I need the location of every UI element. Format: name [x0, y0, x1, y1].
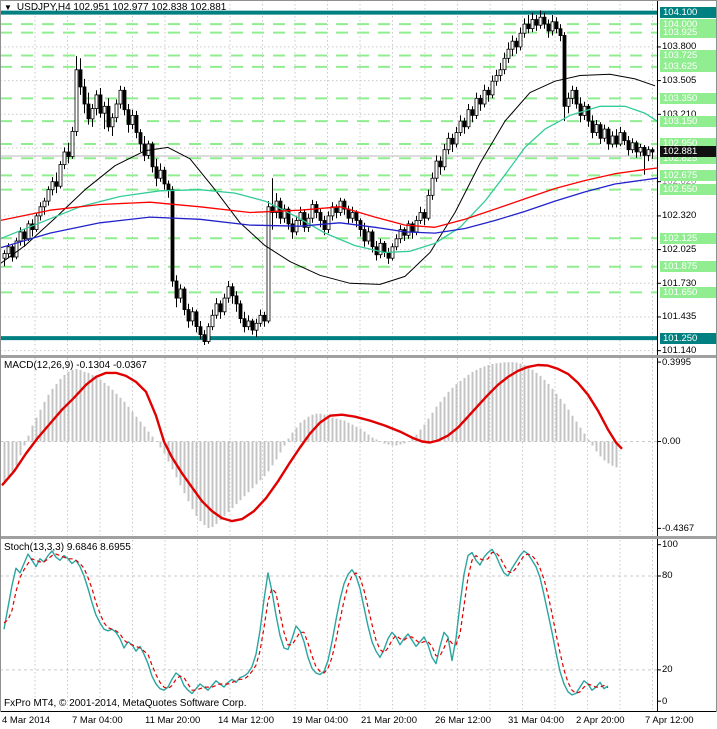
price-label: 102.025	[662, 244, 697, 256]
price-axis: 103.800 103.505 103.210 102.320 102.025 101.7…	[659, 0, 717, 711]
time-label: 7 Apr 12:00	[645, 715, 694, 726]
price-label: 101.140	[662, 345, 697, 357]
time-label: 11 Mar 20:00	[145, 715, 201, 726]
time-axis: 4 Mar 2014 7 Mar 04:00 11 Mar 20:00 14 Mar …	[0, 712, 717, 729]
ma-green	[0, 105, 658, 254]
price-label: 103.800	[662, 41, 697, 53]
macd-histogram	[3, 362, 618, 528]
level-price-badge: 104.000	[660, 18, 716, 30]
key-level-price-badge: 101.250	[660, 332, 716, 344]
level-price-badge: 101.875	[660, 261, 716, 273]
time-label: 26 Mar 12:00	[435, 715, 491, 726]
level-price-badge: 101.650	[660, 286, 716, 298]
level-price-badge: 103.625	[660, 61, 716, 73]
ma-red	[0, 167, 658, 228]
stoch-k-line	[3, 548, 609, 696]
level-price-badge: 102.950	[660, 138, 716, 150]
price-label: 103.210	[662, 108, 697, 120]
time-label: 4 Mar 2014	[2, 715, 51, 726]
chart-title-bar: ▼ USDJPY,H4 102.951 102.977 102.838 102.…	[4, 2, 226, 13]
level-price-badge: 103.725	[660, 49, 716, 61]
stoch-d-line	[3, 551, 609, 695]
stoch-axis-label: 0	[662, 695, 668, 707]
level-price-badge: 102.675	[660, 169, 716, 181]
grid-vertical-lines	[34, 0, 653, 709]
price-label: 101.435	[662, 311, 697, 323]
current-price-badge: 102.881	[660, 146, 716, 158]
copyright-text: FxPro MT4, © 2001-2014, MetaQuotes Softw…	[4, 698, 247, 709]
macd-axis-label: 0.00	[662, 436, 681, 448]
time-label: 19 Mar 04:00	[292, 715, 348, 726]
time-label: 14 Mar 12:00	[218, 715, 274, 726]
ma-blue	[0, 177, 658, 249]
price-label: 103.505	[662, 75, 697, 87]
level-price-badge: 103.150	[660, 115, 716, 127]
stoch-indicator-label: Stoch(13,3,3) 9.6846 8.6955	[4, 542, 131, 553]
price-label: 101.730	[662, 277, 697, 289]
level-price-badge: 102.825	[660, 152, 716, 164]
key-level-price-badge: 104.100	[660, 7, 716, 19]
grid-horizontal-lines	[0, 46, 657, 352]
level-price-badge: 103.925	[660, 27, 716, 39]
level-price-badge: 102.550	[660, 184, 716, 196]
time-label: 21 Mar 20:00	[361, 715, 417, 726]
level-price-badge: 102.125	[660, 232, 716, 244]
time-label: 7 Mar 04:00	[72, 715, 123, 726]
ma-slow-black	[0, 73, 656, 285]
time-label: 31 Mar 04:00	[508, 715, 564, 726]
macd-axis-label: 0.3995	[662, 356, 692, 368]
stoch-axis-label: 80	[662, 570, 673, 582]
chart-dropdown-icon[interactable]: ▼	[4, 2, 12, 12]
macd-signal-line	[1, 363, 623, 523]
macd-axis-label: -0.4367	[662, 522, 695, 534]
support-resistance-lines[interactable]	[0, 23, 657, 294]
level-price-badge: 103.350	[660, 92, 716, 104]
chart-title: USDJPY,H4 102.951 102.977 102.838 102.88…	[16, 2, 227, 13]
stoch-axis-label: 20	[662, 664, 673, 676]
key-level-lines[interactable]	[0, 10, 657, 341]
price-label-grey: 102.620	[662, 176, 697, 188]
axis-ticks	[33, 46, 661, 715]
macd-indicator-label: MACD(12,26,9) -0.1304 -0.0367	[4, 360, 147, 371]
time-label: 2 Apr 20:00	[576, 715, 625, 726]
price-label: 102.320	[662, 210, 697, 222]
stoch-axis-label: 100	[662, 539, 678, 551]
